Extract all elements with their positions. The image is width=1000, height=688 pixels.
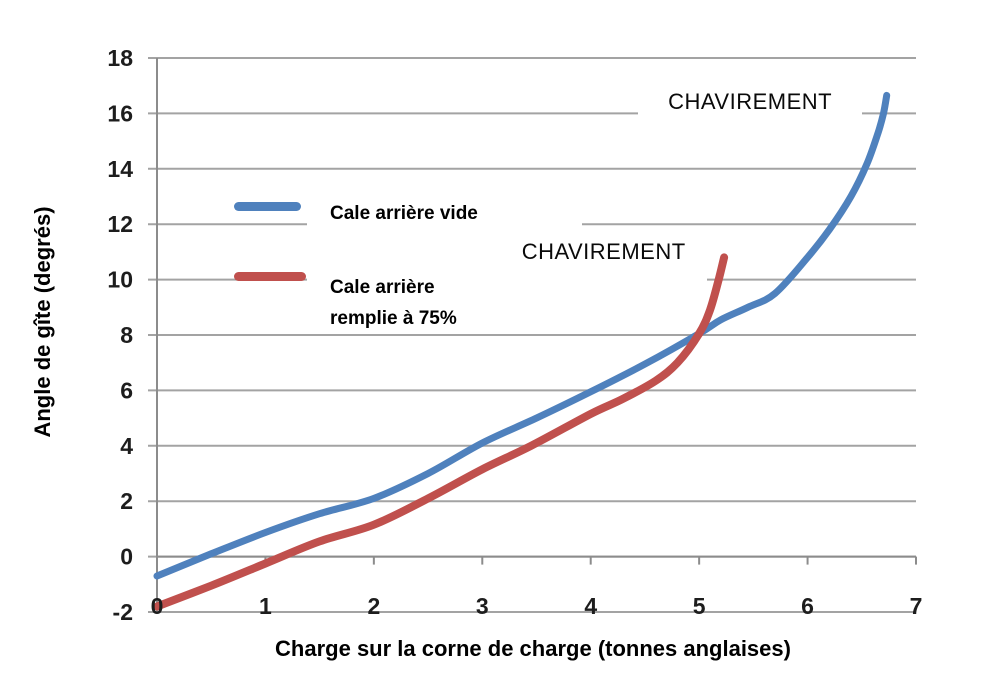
annotations: CHAVIREMENT CHAVIREMENT — [522, 89, 832, 264]
y-tick-label-6: 6 — [120, 377, 133, 403]
y-tick-label-2: 2 — [120, 488, 133, 514]
x-tick-labels: 0 1 2 3 4 5 6 7 — [151, 593, 923, 619]
y-tick-label-8: 8 — [120, 322, 133, 348]
x-tick-label-5: 5 — [693, 593, 706, 619]
legend-item1-background — [307, 183, 582, 238]
y-tick-label--2: -2 — [113, 599, 133, 625]
x-tick-label-7: 7 — [910, 593, 923, 619]
legend-label-serie2-line1: Cale arrière — [330, 277, 435, 298]
y-tick-labels: -2 0 2 4 6 8 10 12 14 16 18 — [107, 45, 133, 625]
y-tick-label-10: 10 — [107, 267, 133, 293]
legend-swatch-blue — [234, 202, 301, 211]
y-axis-title: Angle de gîte (degrés) — [30, 206, 55, 437]
x-tick-label-1: 1 — [259, 593, 272, 619]
x-tick-label-4: 4 — [584, 593, 597, 619]
x-tick-label-3: 3 — [476, 593, 489, 619]
x-axis-title: Charge sur la corne de charge (tonnes an… — [275, 636, 791, 661]
y-tick-label-4: 4 — [120, 433, 133, 459]
legend-label-serie1: Cale arrière vide — [330, 203, 478, 224]
legend-item2-background — [307, 238, 707, 330]
y-tick-label-0: 0 — [120, 544, 133, 570]
x-tick-label-6: 6 — [801, 593, 814, 619]
gridlines — [148, 57, 916, 613]
legend: Cale arrière vide Cale arrière remplie à… — [234, 202, 478, 329]
x-tick-label-0: 0 — [151, 593, 164, 619]
legend-swatch-red — [234, 272, 306, 281]
annotation1-background — [638, 88, 862, 121]
y-tick-label-18: 18 — [107, 45, 133, 71]
annotation-chavirement-red: CHAVIREMENT — [522, 239, 686, 264]
annotation-chavirement-blue: CHAVIREMENT — [668, 89, 832, 114]
series-line-1 — [153, 253, 729, 611]
legend-label-serie2-line2: remplie à 75% — [330, 308, 457, 329]
label-backgrounds — [307, 88, 862, 330]
y-tick-label-14: 14 — [107, 156, 133, 182]
x-tick-label-2: 2 — [367, 593, 380, 619]
series-curves — [153, 91, 891, 611]
y-tick-label-12: 12 — [107, 211, 133, 237]
y-tick-label-16: 16 — [107, 100, 133, 126]
